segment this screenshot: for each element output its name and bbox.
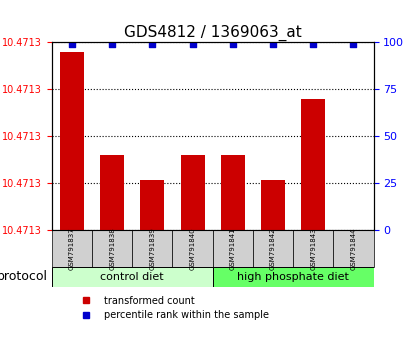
- FancyBboxPatch shape: [293, 230, 333, 267]
- Point: [189, 41, 196, 47]
- Text: GSM791838: GSM791838: [109, 227, 115, 270]
- Bar: [100, 155, 124, 230]
- Bar: [181, 155, 205, 230]
- FancyBboxPatch shape: [92, 230, 132, 267]
- Text: control diet: control diet: [100, 272, 164, 282]
- Point: [109, 41, 115, 47]
- Text: GSM791840: GSM791840: [190, 228, 195, 270]
- FancyBboxPatch shape: [52, 230, 92, 267]
- Point: [68, 41, 75, 47]
- Legend: transformed count, percentile rank within the sample: transformed count, percentile rank withi…: [73, 292, 273, 324]
- FancyBboxPatch shape: [333, 230, 374, 267]
- Text: GSM791844: GSM791844: [350, 228, 356, 270]
- FancyBboxPatch shape: [173, 230, 213, 267]
- Text: GSM791842: GSM791842: [270, 228, 276, 270]
- FancyBboxPatch shape: [213, 230, 253, 267]
- FancyBboxPatch shape: [132, 230, 173, 267]
- Point: [310, 41, 317, 47]
- Text: GSM791839: GSM791839: [149, 227, 155, 270]
- Text: GSM791837: GSM791837: [69, 227, 75, 270]
- Point: [229, 41, 236, 47]
- Point: [350, 41, 357, 47]
- Bar: [261, 180, 285, 230]
- Text: GSM791841: GSM791841: [230, 228, 236, 270]
- Text: GSM791843: GSM791843: [310, 228, 316, 270]
- Point: [149, 41, 156, 47]
- Bar: [52, 267, 213, 287]
- Bar: [60, 52, 84, 230]
- Point: [270, 41, 276, 47]
- Bar: [301, 99, 325, 230]
- Bar: [140, 180, 164, 230]
- Text: high phosphate diet: high phosphate diet: [237, 272, 349, 282]
- Bar: [341, 229, 366, 230]
- Text: protocol: protocol: [0, 270, 48, 284]
- Title: GDS4812 / 1369063_at: GDS4812 / 1369063_at: [124, 25, 302, 41]
- FancyBboxPatch shape: [253, 230, 293, 267]
- Bar: [221, 155, 245, 230]
- Bar: [213, 267, 374, 287]
